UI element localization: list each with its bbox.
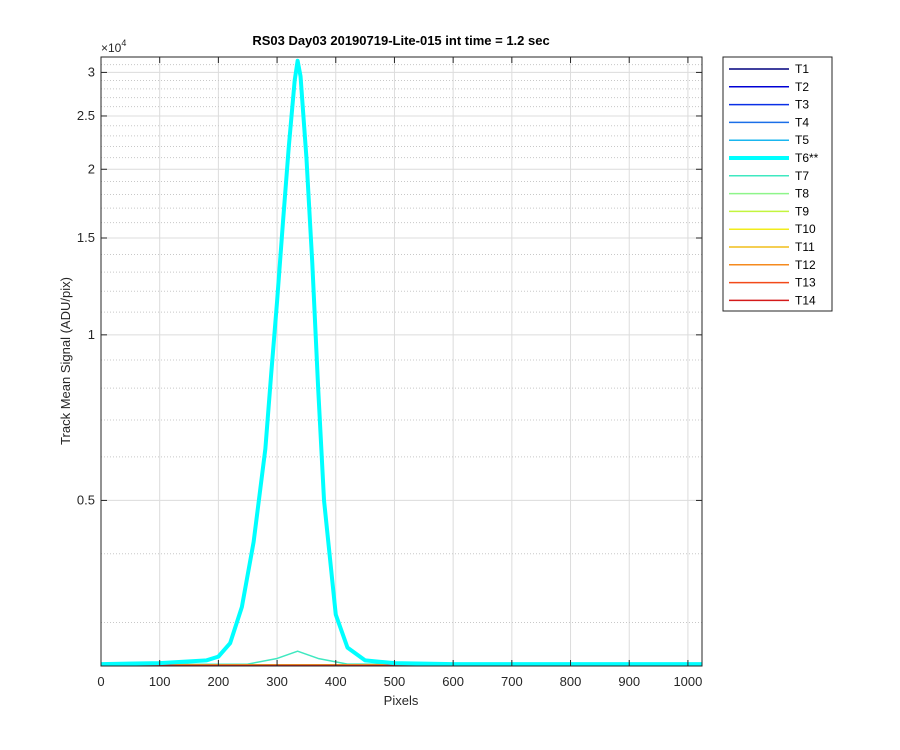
x-tick-label: 1000: [673, 674, 702, 689]
x-tick-label: 500: [384, 674, 406, 689]
y-axis-ticks: 0.5 1 1.5 2 2.5 3: [77, 64, 702, 507]
x-tick-label: 400: [325, 674, 347, 689]
y-tick-label: 0.5: [77, 492, 95, 507]
legend-label: T10: [795, 222, 816, 236]
x-tick-label: 300: [266, 674, 288, 689]
grid-lines: [100, 57, 702, 666]
y-axis-label: Track Mean Signal (ADU/pix): [58, 277, 73, 445]
legend-label: T5: [795, 133, 809, 147]
chart-title: RS03 Day03 20190719-Lite-015 int time = …: [252, 33, 549, 48]
plot-frame: [100, 56, 703, 667]
x-tick-label: 800: [560, 674, 582, 689]
y-tick-label: 1.5: [77, 230, 95, 245]
x-tick-label: 700: [501, 674, 523, 689]
y-tick-label: 1: [88, 327, 95, 342]
legend-label: T7: [795, 169, 809, 183]
legend-label: T11: [795, 240, 815, 254]
series-line-T6: [101, 58, 702, 666]
legend-box: [722, 56, 833, 312]
y-axis-exponent: ×104: [101, 38, 126, 55]
series-line-T7: [101, 650, 702, 666]
legend-label: T9: [795, 204, 809, 218]
x-axis-label: Pixels: [384, 693, 419, 708]
x-tick-label: 0: [97, 674, 104, 689]
y-tick-label: 2: [88, 161, 95, 176]
x-tick-label: 900: [618, 674, 640, 689]
legend-label: T6**: [795, 151, 819, 165]
series-layer: [101, 58, 702, 666]
y-tick-label: 3: [88, 64, 95, 79]
legend-label: T13: [795, 276, 816, 290]
legend-label: T8: [795, 187, 809, 201]
x-tick-label: 100: [149, 674, 171, 689]
legend-label: T3: [795, 98, 809, 112]
legend-label: T4: [795, 115, 809, 129]
x-tick-label: 600: [442, 674, 464, 689]
x-tick-label: 200: [208, 674, 230, 689]
y-exponent-power: 4: [121, 38, 126, 48]
legend-label: T12: [795, 258, 816, 272]
y-exponent-base: ×10: [101, 41, 122, 55]
x-axis-ticks: 0 100 200 300 400 500 600 700 800 900 1000: [97, 57, 702, 689]
legend-label: T2: [795, 80, 809, 94]
legend-label: T14: [795, 293, 816, 307]
plot-area: [101, 57, 702, 666]
y-tick-label: 2.5: [77, 108, 95, 123]
legend: T1 T2 T3 T4 T5 T6** T7 T8 T9 T10 T11 T12 T13 T14: [722, 56, 833, 312]
legend-label: T1: [795, 62, 809, 76]
